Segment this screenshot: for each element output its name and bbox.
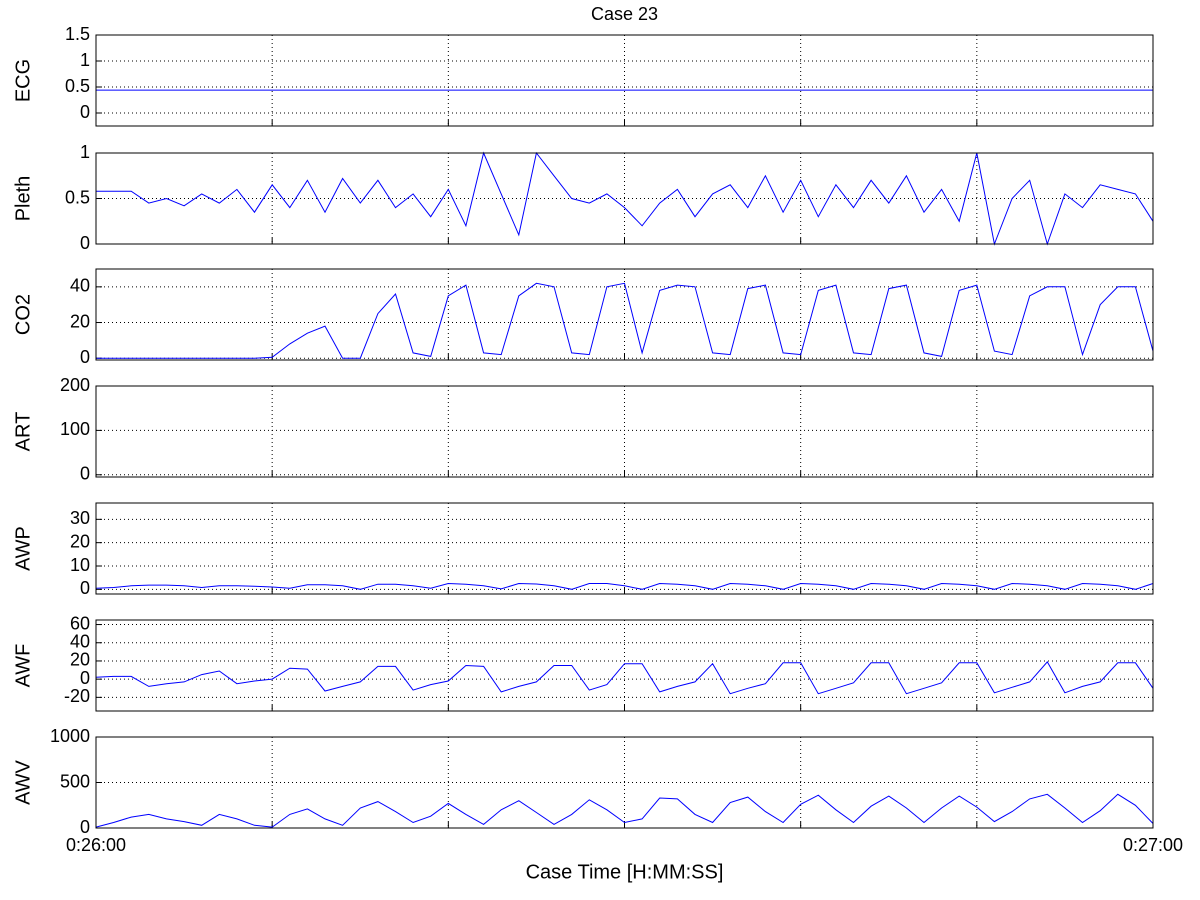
- y-tick-label: 20: [70, 650, 90, 670]
- chart-title: Case 23: [591, 4, 658, 24]
- y-axis-label: CO2: [12, 294, 34, 335]
- y-tick-label: 0: [80, 668, 90, 688]
- y-tick-label: 0: [80, 817, 90, 837]
- y-tick-label: 30: [70, 508, 90, 528]
- axes-frame: [95, 268, 1154, 361]
- axes-frame: [95, 502, 1154, 595]
- y-tick-label: 500: [60, 771, 90, 791]
- trace: [95, 582, 1154, 590]
- axes-border: [95, 385, 1154, 478]
- y-tick-label: -20: [64, 686, 90, 706]
- y-tick-label: 1: [80, 142, 90, 162]
- trace: [95, 661, 1154, 695]
- axes-border: [95, 619, 1154, 712]
- axes-border: [95, 152, 1154, 245]
- y-axis-label: AWV: [12, 759, 34, 804]
- x-tick-label: 0:26:00: [66, 835, 126, 855]
- y-tick-label: 40: [70, 632, 90, 652]
- y-tick-label: 0: [80, 464, 90, 484]
- y-tick-label: 0: [80, 578, 90, 598]
- y-tick-label: 40: [70, 276, 90, 296]
- y-tick-label: 1.5: [65, 24, 90, 44]
- y-axis-label: Pleth: [12, 176, 34, 222]
- axes-border: [95, 268, 1154, 361]
- axes-frame: [95, 619, 1154, 712]
- y-tick-label: 0.5: [65, 76, 90, 96]
- y-tick-label: 1000: [50, 726, 90, 746]
- y-tick-label: 0: [80, 347, 90, 367]
- x-axis-label: Case Time [H:MM:SS]: [526, 861, 724, 883]
- y-tick-label: 1: [80, 50, 90, 70]
- axes-border: [95, 736, 1154, 829]
- y-axis-label: AWF: [12, 644, 34, 688]
- trace: [96, 282, 1154, 359]
- axes-frame: [95, 385, 1154, 478]
- x-tick-label: 0:27:00: [1123, 835, 1183, 855]
- y-tick-label: 200: [60, 375, 90, 395]
- y-tick-label: 0: [80, 233, 90, 253]
- y-tick-label: 100: [60, 419, 90, 439]
- axes-frame: [95, 34, 1154, 127]
- axes-border: [95, 34, 1154, 127]
- y-tick-label: 10: [70, 555, 90, 575]
- y-tick-label: 0.5: [65, 187, 90, 207]
- y-axis-label: ART: [12, 412, 34, 452]
- axes-border: [95, 502, 1154, 595]
- trace: [95, 793, 1154, 828]
- y-axis-label: AWP: [12, 526, 34, 571]
- y-tick-label: 60: [70, 613, 90, 633]
- y-axis-label: ECG: [12, 59, 34, 102]
- y-tick-label: 20: [70, 311, 90, 331]
- y-tick-label: 20: [70, 531, 90, 551]
- y-tick-label: 0: [80, 102, 90, 122]
